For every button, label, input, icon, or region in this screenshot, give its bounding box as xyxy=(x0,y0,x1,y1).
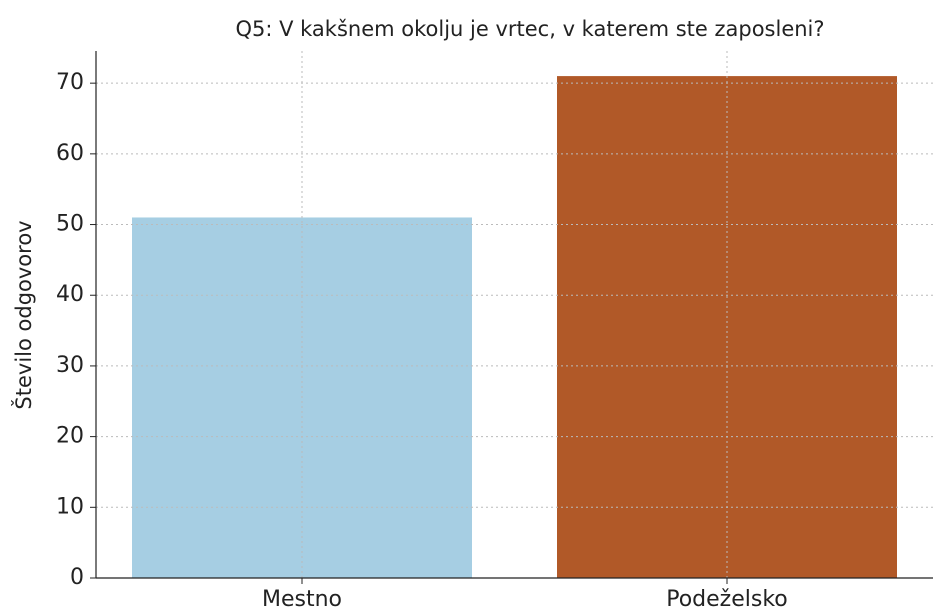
y-tick-label: 50 xyxy=(56,212,84,237)
y-tick-label: 40 xyxy=(56,282,84,307)
y-tick-label: 20 xyxy=(56,424,84,449)
y-tick-label: 0 xyxy=(70,565,84,590)
y-tick-label: 60 xyxy=(56,141,84,166)
x-tick-label: Podeželsko xyxy=(666,587,788,610)
y-tick-label: 10 xyxy=(56,494,84,519)
y-tick-label: 30 xyxy=(56,353,84,378)
y-tick-label: 70 xyxy=(56,70,84,95)
y-axis-label: Število odgovorov xyxy=(11,220,36,409)
x-tick-label: Mestno xyxy=(262,587,342,610)
chart-title: Q5: V kakšnem okolju je vrtec, v katerem… xyxy=(235,17,824,41)
